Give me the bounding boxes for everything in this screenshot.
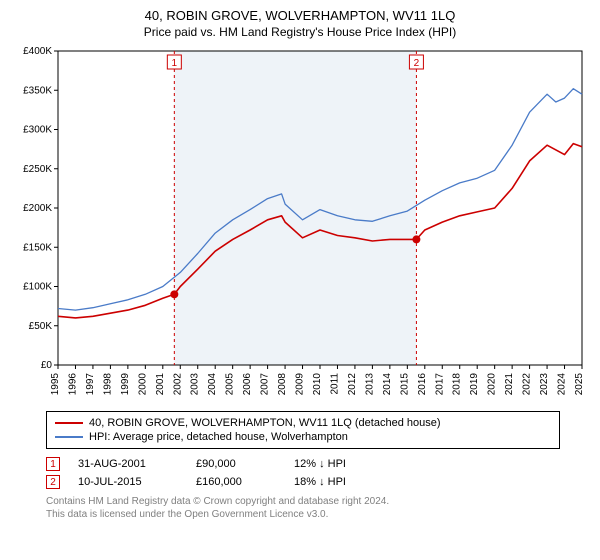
transaction-price: £160,000 — [196, 476, 276, 488]
svg-text:2006: 2006 — [242, 373, 253, 396]
svg-text:1996: 1996 — [67, 373, 78, 396]
svg-text:£350K: £350K — [23, 85, 52, 96]
legend-label: 40, ROBIN GROVE, WOLVERHAMPTON, WV11 1LQ… — [89, 417, 441, 429]
legend: 40, ROBIN GROVE, WOLVERHAMPTON, WV11 1LQ… — [46, 411, 560, 449]
svg-text:1998: 1998 — [102, 373, 113, 396]
legend-label: HPI: Average price, detached house, Wolv… — [89, 431, 348, 443]
legend-swatch — [55, 422, 83, 424]
credits-line: Contains HM Land Registry data © Crown c… — [46, 495, 560, 508]
svg-text:2: 2 — [414, 58, 420, 69]
line-chart-svg: £0 £50K £100K £150K £200K £250K £300K £350K £400… — [10, 45, 590, 405]
svg-text:2003: 2003 — [190, 373, 201, 396]
credits-line: This data is licensed under the Open Gov… — [46, 508, 560, 521]
svg-text:2014: 2014 — [382, 373, 393, 396]
svg-text:2011: 2011 — [329, 373, 340, 395]
svg-text:1: 1 — [172, 58, 178, 69]
chart-title: 40, ROBIN GROVE, WOLVERHAMPTON, WV11 1LQ — [10, 8, 590, 23]
credits: Contains HM Land Registry data © Crown c… — [46, 495, 560, 521]
chart-container: 40, ROBIN GROVE, WOLVERHAMPTON, WV11 1LQ… — [0, 0, 600, 527]
svg-text:2015: 2015 — [399, 373, 410, 396]
svg-text:£100K: £100K — [23, 282, 52, 293]
svg-text:2009: 2009 — [295, 373, 306, 396]
svg-text:2023: 2023 — [539, 373, 550, 396]
legend-item: 40, ROBIN GROVE, WOLVERHAMPTON, WV11 1LQ… — [55, 416, 551, 430]
legend-item: HPI: Average price, detached house, Wolv… — [55, 430, 551, 444]
svg-text:2021: 2021 — [504, 373, 515, 396]
transaction-marker: 2 — [46, 475, 60, 489]
svg-text:1995: 1995 — [50, 373, 61, 396]
transaction-hpi: 12% ↓ HPI — [294, 458, 394, 470]
svg-text:2020: 2020 — [487, 373, 498, 396]
svg-text:1997: 1997 — [85, 373, 96, 396]
svg-text:2019: 2019 — [469, 373, 480, 396]
svg-text:1999: 1999 — [120, 373, 131, 396]
svg-text:2018: 2018 — [452, 373, 463, 396]
svg-text:2013: 2013 — [364, 373, 375, 396]
svg-text:2012: 2012 — [347, 373, 358, 396]
svg-text:£400K: £400K — [23, 46, 52, 57]
transaction-date: 31-AUG-2001 — [78, 458, 178, 470]
table-row: 2 10-JUL-2015 £160,000 18% ↓ HPI — [46, 473, 560, 491]
svg-text:£250K: £250K — [23, 164, 52, 175]
svg-text:2001: 2001 — [155, 373, 166, 396]
svg-text:2007: 2007 — [260, 373, 271, 396]
svg-text:2022: 2022 — [522, 373, 533, 396]
svg-text:2004: 2004 — [207, 373, 218, 396]
svg-text:£50K: £50K — [29, 321, 53, 332]
transaction-price: £90,000 — [196, 458, 276, 470]
svg-text:£150K: £150K — [23, 242, 52, 253]
table-row: 1 31-AUG-2001 £90,000 12% ↓ HPI — [46, 455, 560, 473]
transaction-date: 10-JUL-2015 — [78, 476, 178, 488]
transaction-hpi: 18% ↓ HPI — [294, 476, 394, 488]
transaction-marker: 1 — [46, 457, 60, 471]
svg-text:2010: 2010 — [312, 373, 323, 396]
svg-text:£0: £0 — [41, 360, 53, 371]
svg-text:2008: 2008 — [277, 373, 288, 396]
legend-swatch — [55, 436, 83, 438]
svg-text:2025: 2025 — [574, 373, 585, 396]
svg-text:£200K: £200K — [23, 203, 52, 214]
chart-plot-area: £0 £50K £100K £150K £200K £250K £300K £350K £400… — [10, 45, 590, 405]
svg-text:2002: 2002 — [172, 373, 183, 396]
chart-subtitle: Price paid vs. HM Land Registry's House … — [10, 25, 590, 39]
svg-text:2000: 2000 — [137, 373, 148, 396]
svg-text:£300K: £300K — [23, 125, 52, 136]
svg-text:2024: 2024 — [557, 373, 568, 396]
svg-text:2005: 2005 — [225, 373, 236, 396]
transactions-table: 1 31-AUG-2001 £90,000 12% ↓ HPI 2 10-JUL… — [46, 455, 560, 491]
svg-text:2016: 2016 — [417, 373, 428, 396]
svg-text:2017: 2017 — [434, 373, 445, 396]
